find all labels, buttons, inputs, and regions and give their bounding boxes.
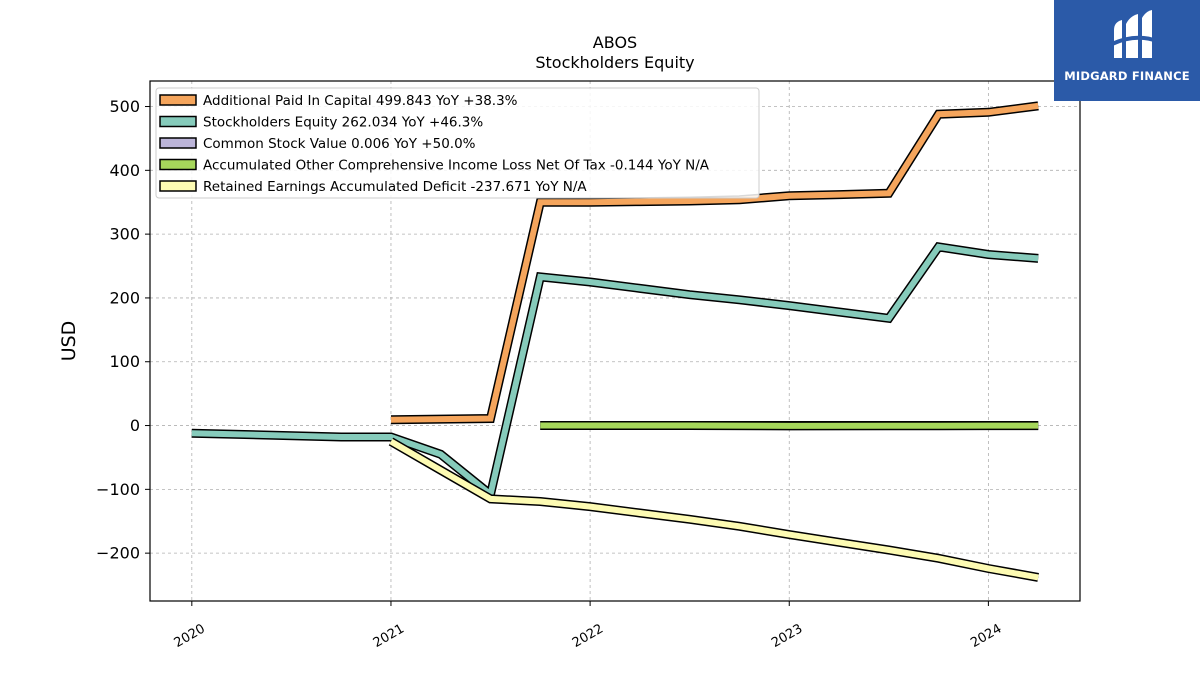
legend-swatch: [159, 180, 197, 192]
y-tick-label: −100: [96, 480, 140, 499]
x-tick-label: 2023: [769, 621, 805, 651]
legend-swatch: [159, 115, 197, 128]
legend-swatch: [159, 94, 197, 106]
y-axis: 500 400 300 200 100 0 −100 −200: [96, 97, 150, 563]
y-tick-label: −200: [96, 544, 140, 563]
legend-swatch: [159, 158, 197, 171]
y-tick-label: 100: [109, 352, 140, 371]
chart-subtitle: Stockholders Equity: [535, 53, 694, 72]
legend-entry: Additional Paid In Capital 499.843 YoY +…: [203, 93, 518, 109]
series-line-0: [390, 101, 1039, 425]
x-tick-label: 2024: [968, 621, 1004, 651]
series-stroke: [390, 102, 1039, 423]
legend-entry: Accumulated Other Comprehensive Income L…: [203, 158, 710, 174]
legend-entry: Stockholders Equity 262.034 YoY +46.3%: [203, 115, 483, 131]
series-stroke: [389, 438, 1039, 581]
y-tick-label: 300: [109, 225, 140, 244]
series-stroke: [191, 243, 1039, 500]
legend-entry: Common Stock Value 0.006 YoY +50.0%: [203, 136, 476, 152]
y-tick-label: 200: [109, 288, 140, 307]
brand-name: MIDGARD FINANCE: [1064, 69, 1190, 83]
plot-frame: [149, 80, 1081, 602]
legend-entry: Retained Earnings Accumulated Deficit -2…: [203, 179, 587, 195]
x-tick-label: 2020: [172, 621, 208, 651]
y-tick-label: 400: [109, 161, 140, 180]
x-tick-label: 2022: [570, 621, 606, 651]
chart-title: ABOS: [593, 33, 637, 52]
y-axis-label: USD: [58, 321, 80, 362]
series-layer: [191, 101, 1039, 582]
x-axis: 2020 2021 2022 2023 2024: [172, 601, 1004, 651]
y-tick-label: 0: [130, 416, 140, 435]
legend-swatch: [159, 137, 197, 149]
brand-mark-icon: [1111, 10, 1155, 58]
legend-box: [155, 87, 760, 199]
brand-logo: MIDGARD FINANCE: [1054, 0, 1200, 101]
x-tick-label: 2021: [371, 621, 407, 651]
series-line-1: [191, 242, 1039, 503]
y-tick-label: 500: [109, 97, 140, 116]
series-line-4: [388, 437, 1039, 582]
legend: Additional Paid In Capital 499.843 YoY +…: [155, 87, 760, 199]
